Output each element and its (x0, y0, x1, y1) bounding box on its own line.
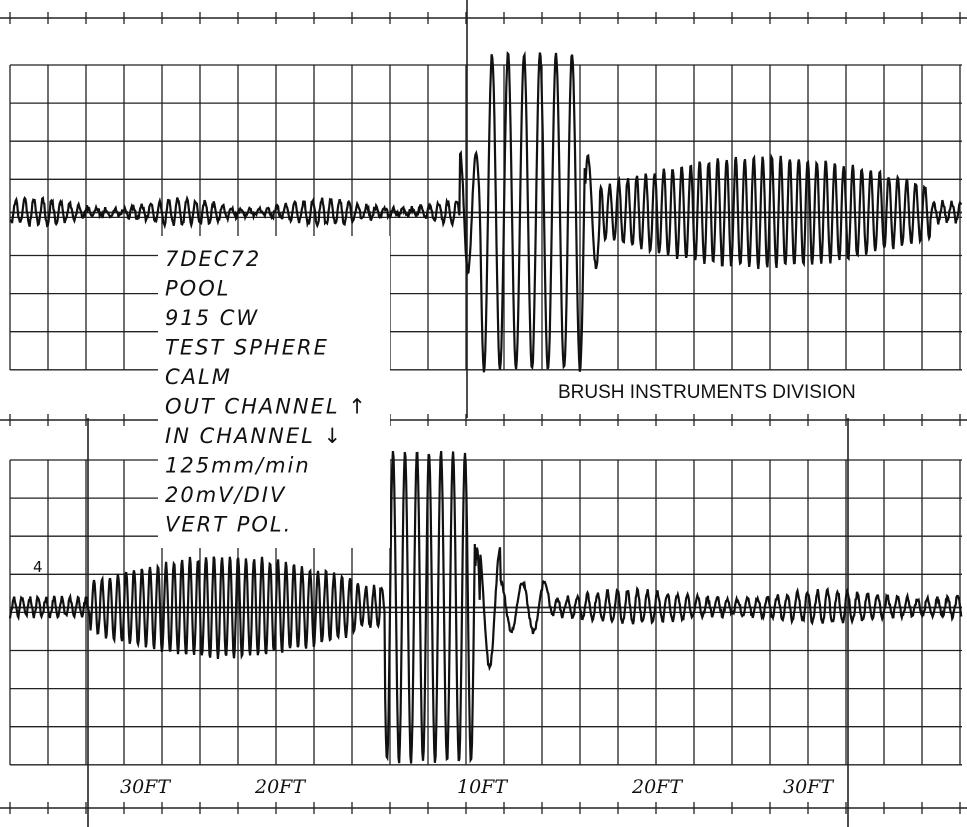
trace (9, 50, 963, 373)
handwritten-note: VERT POL. (165, 513, 292, 537)
distance-label: 20FT (631, 776, 683, 798)
handwritten-note: 915 CW (165, 306, 259, 330)
handwritten-note: TEST SPHERE (165, 336, 329, 360)
distance-labels: 30FT 20FT 10FT 20FT 30FT (120, 776, 834, 798)
distance-label: 10FT (457, 776, 508, 798)
traces (8, 50, 963, 764)
handwritten-note: OUT CHANNEL ↑ (165, 395, 368, 419)
handwritten-note: 20mV/DIV (165, 483, 286, 507)
trace (8, 450, 963, 764)
handwritten-note: POOL (165, 277, 230, 301)
notes: 7DEC72 POOL 915 CW TEST SPHERE CALM OUT CHANN… (165, 247, 368, 537)
distance-label: 30FT (783, 776, 834, 798)
distance-label: 30FT (120, 776, 171, 798)
trace-marker: 4 (33, 558, 43, 576)
handwritten-note: 7DEC72 (165, 247, 261, 271)
handwritten-note: 125mm/min (165, 454, 311, 478)
brand: BRUSH INSTRUMENTS DIVISION (558, 382, 856, 403)
brand-box (548, 374, 967, 408)
notes-box (158, 236, 390, 548)
handwritten-note: CALM (165, 365, 232, 389)
handwritten-note: IN CHANNEL ↓ (165, 424, 343, 448)
distance-label: 20FT (254, 776, 306, 798)
